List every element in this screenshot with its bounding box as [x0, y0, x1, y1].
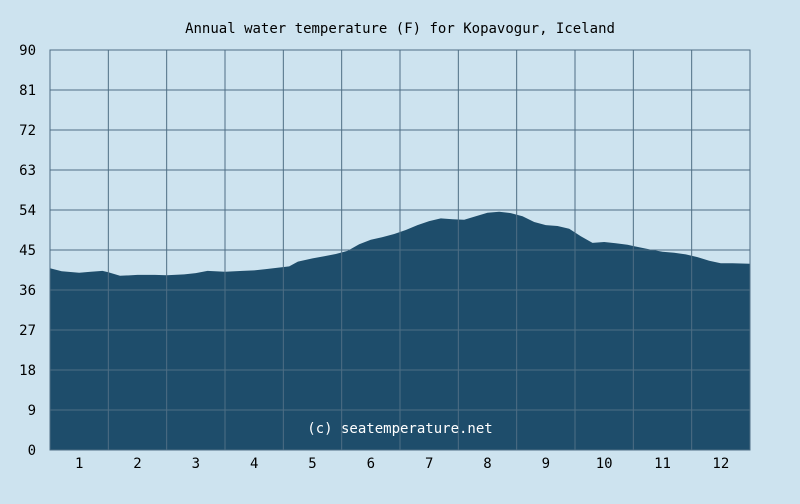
chart-title: Annual water temperature (F) for Kopavog…: [185, 21, 615, 37]
y-tick-label: 72: [19, 123, 36, 139]
plot-frame: [49, 49, 751, 451]
y-tick-label: 90: [19, 43, 36, 59]
x-tick-label: 3: [192, 456, 200, 472]
watermark-text: (c) seatemperature.net: [307, 421, 492, 437]
x-tick-label: 4: [250, 456, 258, 472]
x-tick-label: 2: [133, 456, 141, 472]
y-tick-label: 9: [28, 403, 36, 419]
x-tick-label: 9: [542, 456, 550, 472]
y-tick-label: 81: [19, 83, 36, 99]
x-tick-label: 7: [425, 456, 433, 472]
y-tick-label: 45: [19, 243, 36, 259]
x-tick-label: 6: [367, 456, 375, 472]
x-tick-label: 11: [654, 456, 671, 472]
x-tick-label: 12: [712, 456, 729, 472]
y-tick-label: 27: [19, 323, 36, 339]
y-tick-label: 63: [19, 163, 36, 179]
x-tick-label: 8: [483, 456, 491, 472]
x-tick-label: 5: [308, 456, 316, 472]
x-tick-label: 1: [75, 456, 83, 472]
y-tick-label: 54: [19, 203, 36, 219]
y-tick-label: 0: [28, 443, 36, 459]
x-tick-label: 10: [596, 456, 613, 472]
y-tick-label: 18: [19, 363, 36, 379]
y-tick-label: 36: [19, 283, 36, 299]
